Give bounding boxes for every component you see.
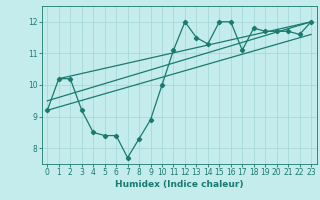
X-axis label: Humidex (Indice chaleur): Humidex (Indice chaleur) — [115, 180, 244, 189]
